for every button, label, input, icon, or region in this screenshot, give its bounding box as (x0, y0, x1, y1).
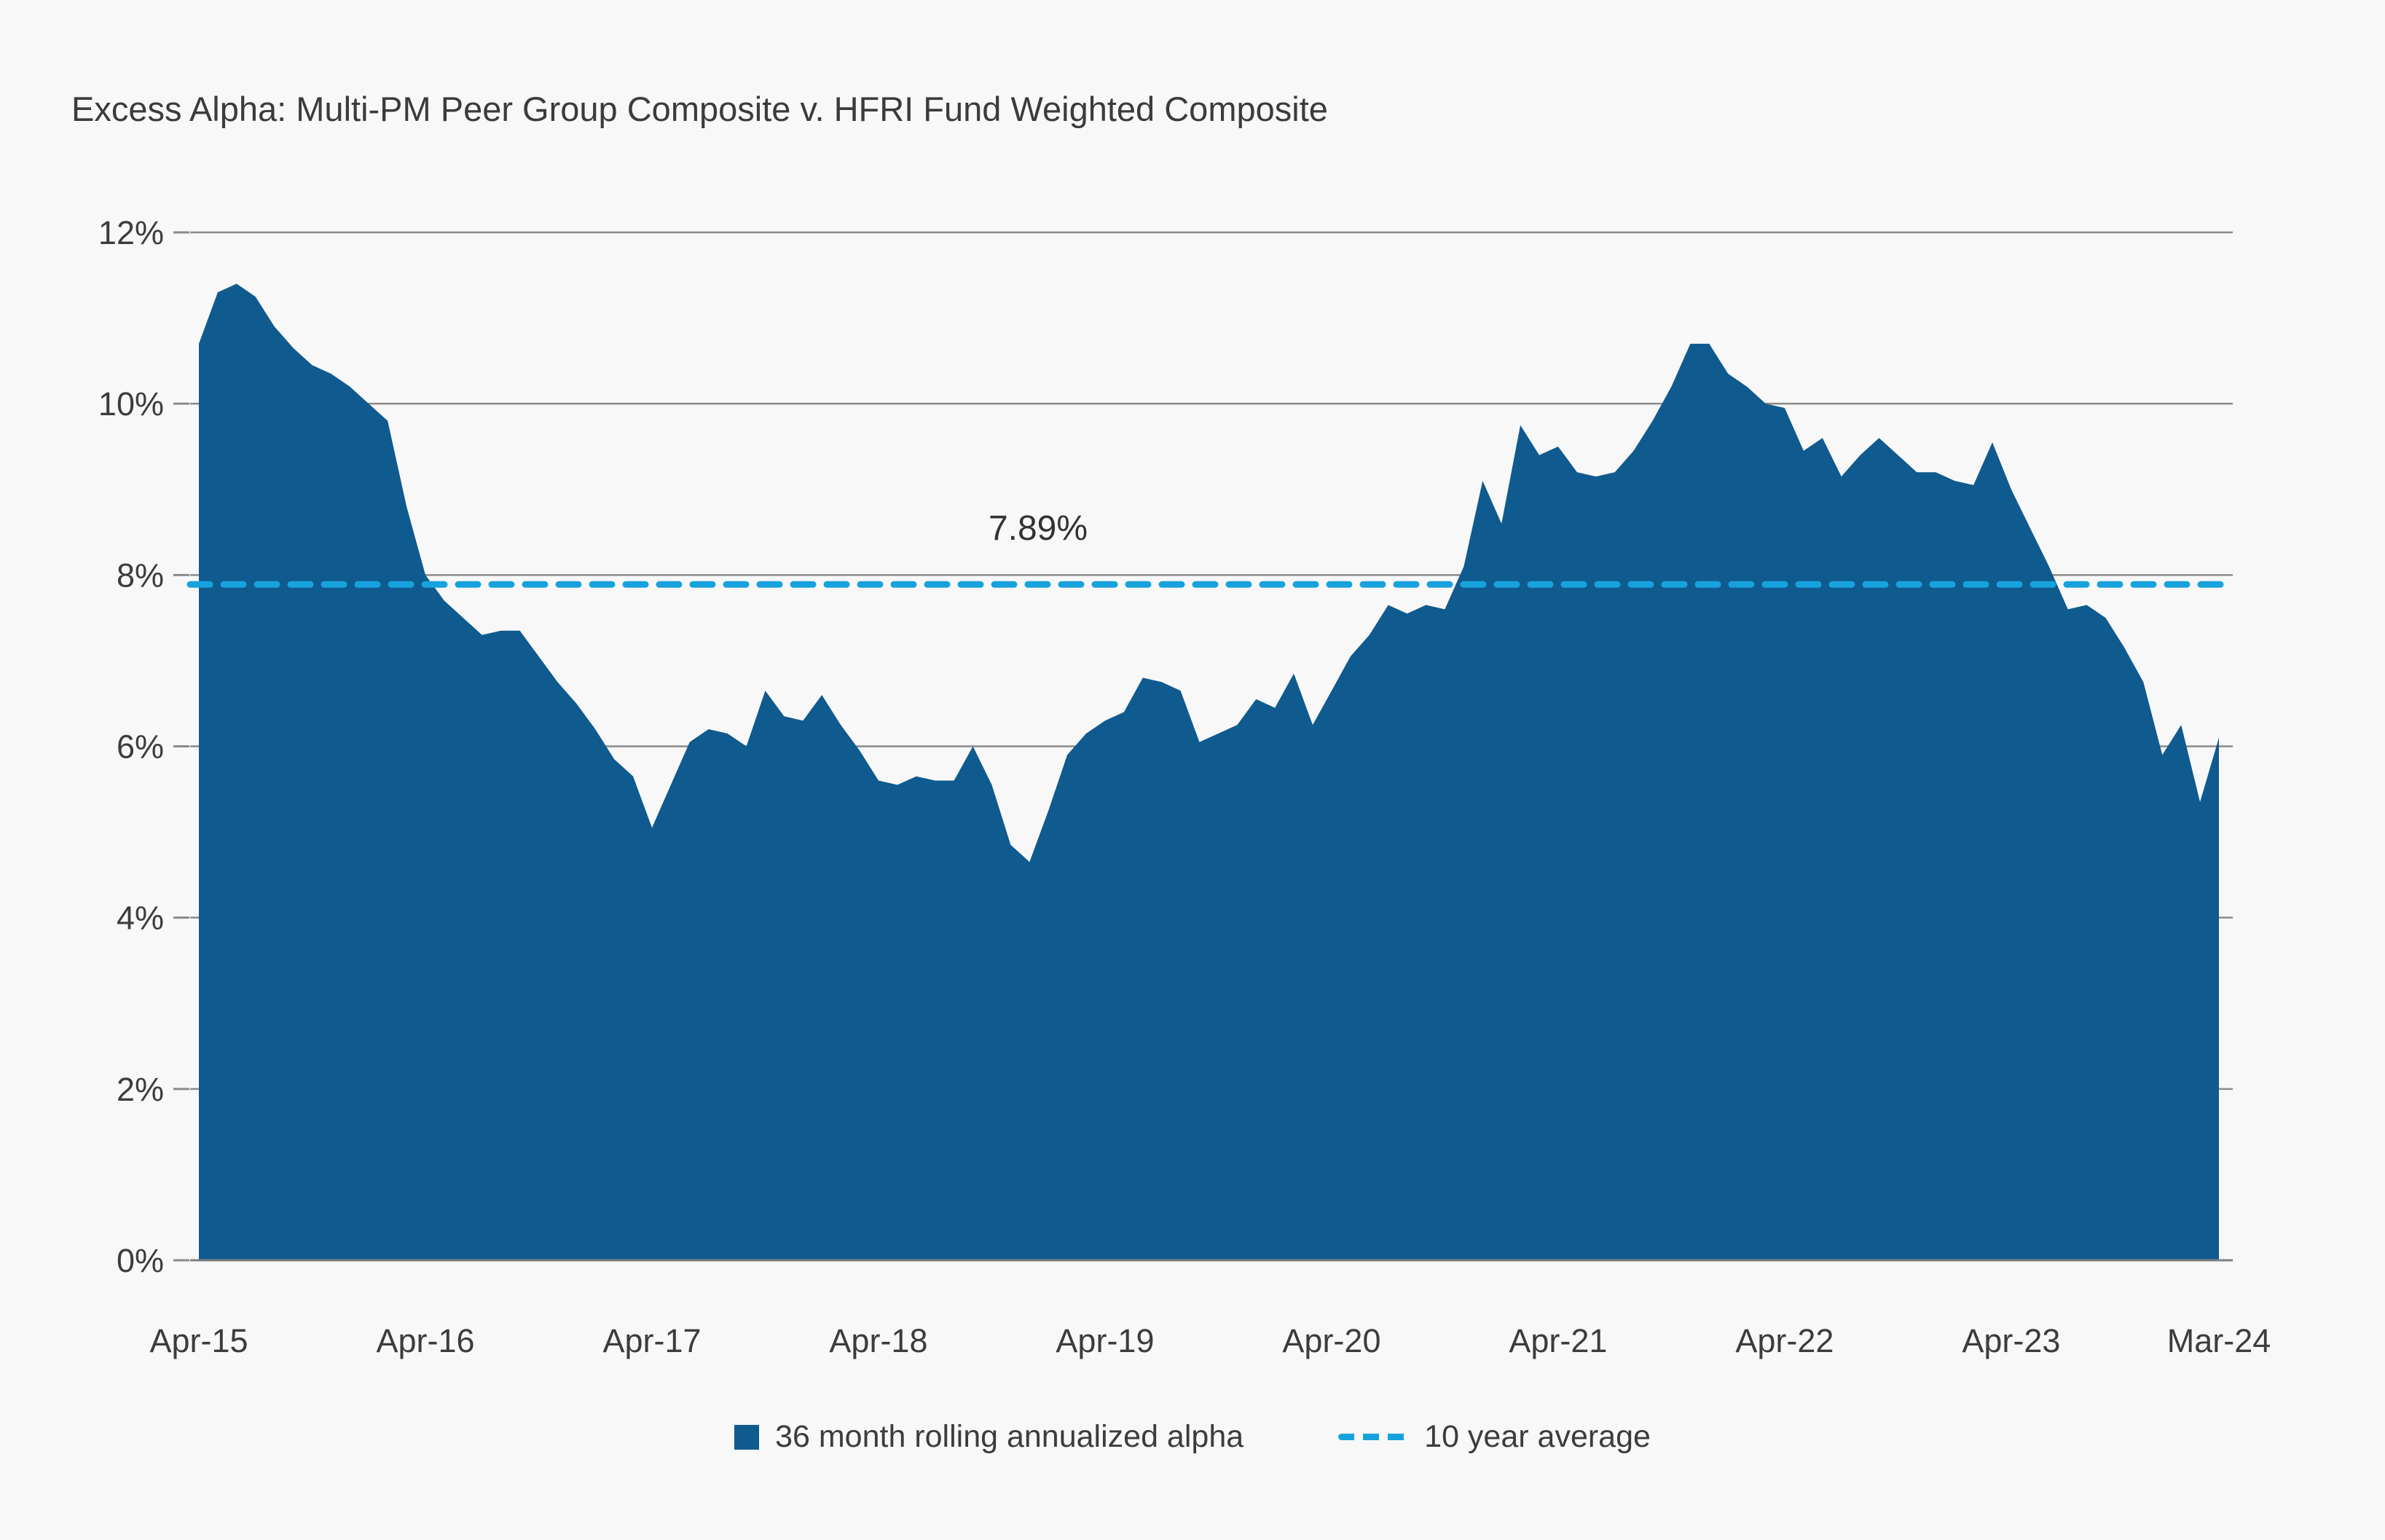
y-axis-label-4pct: 4% (117, 900, 164, 937)
chart-legend: 36 month rolling annualized alpha 10 yea… (0, 1419, 2385, 1455)
x-axis-label-Apr-15: Apr-15 (149, 1322, 248, 1359)
series-swatch-icon (734, 1424, 760, 1450)
legend-item-series: 36 month rolling annualized alpha (734, 1419, 1243, 1455)
chart-title: Excess Alpha: Multi-PM Peer Group Compos… (71, 90, 1328, 128)
x-axis-label-Apr-18: Apr-18 (829, 1322, 927, 1359)
x-axis-label-Apr-20: Apr-20 (1282, 1322, 1380, 1359)
legend-average-label: 10 year average (1424, 1419, 1651, 1454)
y-axis-label-8pct: 8% (117, 557, 164, 594)
legend-item-average: 10 year average (1338, 1419, 1651, 1455)
x-axis-label-Apr-23: Apr-23 (1962, 1322, 2060, 1359)
y-axis-label-10pct: 10% (98, 385, 164, 423)
y-axis-label-12pct: 12% (98, 214, 164, 251)
x-axis-label-Apr-22: Apr-22 (1735, 1322, 1834, 1359)
x-axis-label-Apr-19: Apr-19 (1056, 1322, 1154, 1359)
average-value-annotation: 7.89% (988, 509, 1088, 548)
x-axis-label-Apr-16: Apr-16 (376, 1322, 474, 1359)
legend-series-label: 36 month rolling annualized alpha (775, 1419, 1244, 1454)
rolling-alpha-area (199, 283, 2219, 1260)
y-axis-label-2pct: 2% (117, 1071, 164, 1108)
y-axis-label-6pct: 6% (117, 728, 164, 766)
x-axis-label-Apr-17: Apr-17 (602, 1322, 701, 1359)
dashed-line-icon (1338, 1434, 1409, 1440)
x-axis-label-Apr-21: Apr-21 (1509, 1322, 1607, 1359)
y-axis-label-0pct: 0% (117, 1242, 164, 1279)
x-axis-label-Mar-24: Mar-24 (2167, 1322, 2271, 1359)
